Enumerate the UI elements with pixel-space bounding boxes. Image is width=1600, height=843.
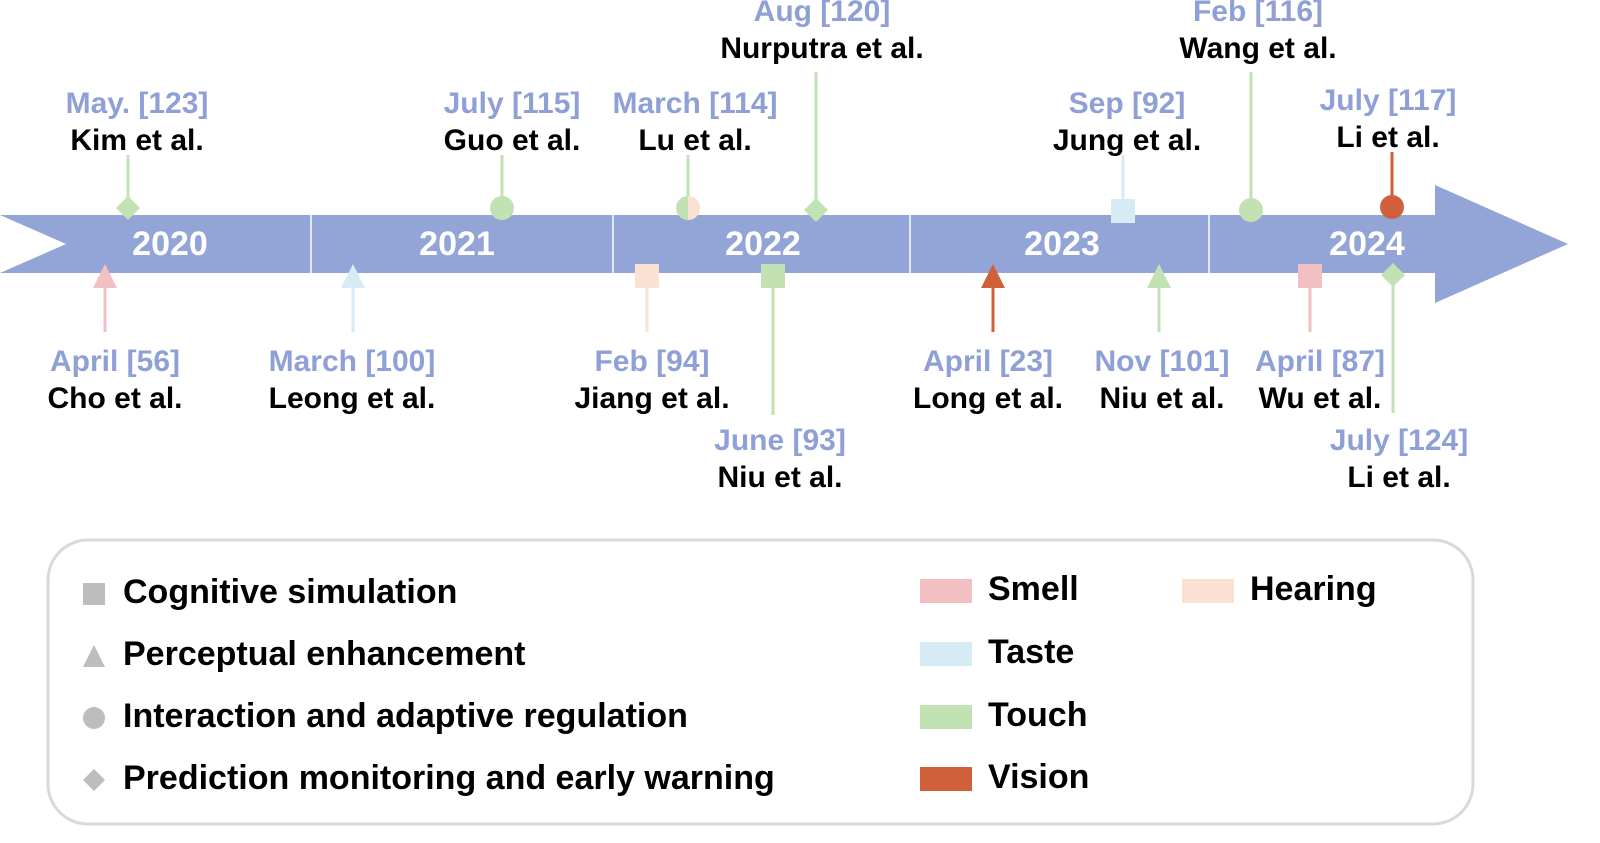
event-author: Li et al. (1347, 461, 1450, 494)
event-author: Wang et al. (1179, 32, 1336, 65)
legend-label: Touch (988, 696, 1087, 734)
legend-swatch (920, 767, 972, 791)
event-date: May. [123] (66, 87, 209, 120)
year-label: 2020 (132, 225, 208, 263)
legend-label: Taste (988, 633, 1074, 671)
event-date: Aug [120] (754, 0, 891, 28)
year-label: 2024 (1329, 225, 1405, 263)
legend-label: Prediction monitoring and early warning (123, 759, 775, 797)
event-date: June [93] (714, 424, 846, 457)
legend-swatch (920, 579, 972, 603)
circle-marker (1380, 195, 1404, 219)
event-date: April [23] (923, 345, 1053, 378)
circle-marker (490, 196, 514, 220)
diamond-marker (1381, 263, 1405, 287)
event-author: Guo et al. (444, 124, 581, 157)
diamond-marker (116, 196, 140, 220)
square-marker (635, 264, 659, 288)
event-date: Feb [116] (1193, 0, 1323, 28)
event-author: Niu et al. (717, 461, 842, 494)
triangle-marker (83, 645, 105, 667)
event-date: Sep [92] (1069, 87, 1186, 120)
year-label: 2021 (419, 225, 495, 263)
event-date: April [87] (1255, 345, 1385, 378)
square-marker (761, 264, 785, 288)
event-date: July [115] (444, 87, 581, 120)
event-author: Leong et al. (269, 382, 436, 415)
timeline-arrow (0, 185, 1568, 303)
legend-label: Hearing (1250, 570, 1377, 608)
event-date: March [100] (269, 345, 436, 378)
legend-label: Perceptual enhancement (123, 635, 525, 673)
event-author: Niu et al. (1099, 382, 1224, 415)
year-dividers (310, 215, 1210, 273)
event-author: Kim et al. (70, 124, 203, 157)
legend-label: Vision (988, 758, 1089, 796)
event-author: Jung et al. (1053, 124, 1201, 157)
event-author: Nurputra et al. (720, 32, 923, 65)
event-author: Jiang et al. (574, 382, 729, 415)
legend-label: Cognitive simulation (123, 573, 457, 611)
legend-swatch (920, 642, 972, 666)
diamond-marker (83, 769, 105, 791)
legend-label: Interaction and adaptive regulation (123, 697, 688, 735)
legend-label: Smell (988, 570, 1079, 608)
event-author: Cho et al. (47, 382, 182, 415)
triangle-marker (981, 264, 1005, 288)
event-author: Li et al. (1336, 121, 1439, 154)
square-marker (1298, 264, 1322, 288)
event-date: March [114] (612, 87, 777, 120)
event-date: Nov [101] (1094, 345, 1229, 378)
event-author: Lu et al. (638, 124, 751, 157)
half-marker (688, 196, 700, 220)
event-date: Feb [94] (594, 345, 709, 378)
legend-swatch (1182, 579, 1234, 603)
circle-marker (1239, 198, 1263, 222)
year-label: 2023 (1024, 225, 1100, 263)
legend-swatch (920, 705, 972, 729)
square-marker (1111, 199, 1135, 223)
year-label: 2022 (725, 225, 801, 263)
triangle-marker (93, 264, 117, 288)
square-marker (83, 583, 105, 605)
event-author: Long et al. (913, 382, 1063, 415)
event-author: Wu et al. (1259, 382, 1382, 415)
legend-box (46, 538, 1475, 826)
event-date: July [124] (1330, 424, 1468, 457)
triangle-marker (1147, 264, 1171, 288)
triangle-marker (341, 264, 365, 288)
diamond-marker (804, 198, 828, 222)
event-date: July [117] (1320, 84, 1457, 117)
circle-marker (83, 707, 105, 729)
event-date: April [56] (50, 345, 180, 378)
